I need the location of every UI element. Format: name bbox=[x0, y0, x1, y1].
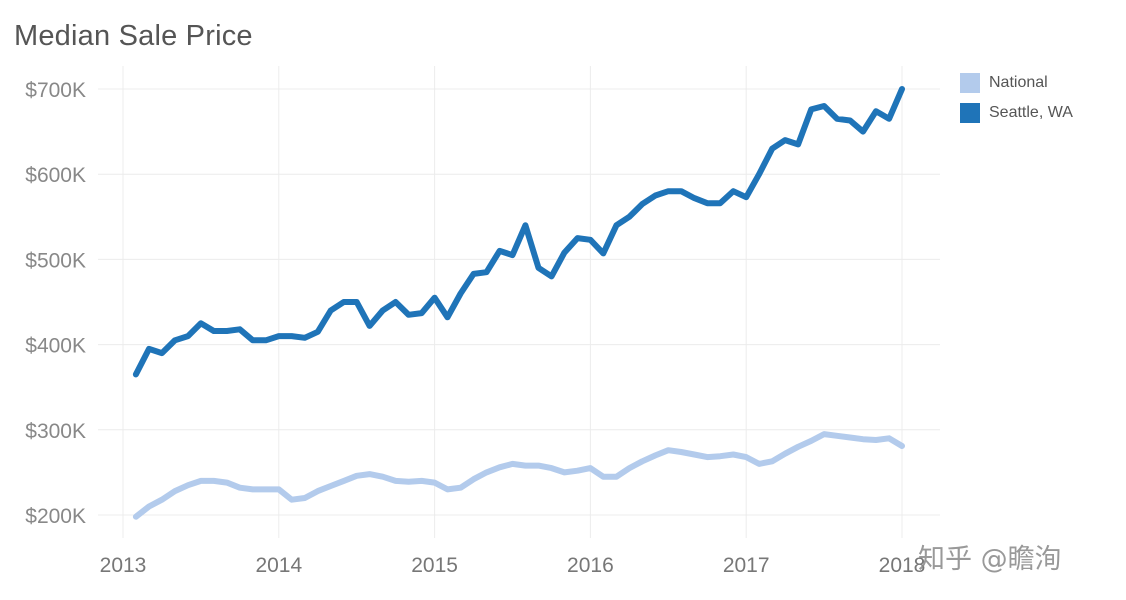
legend-item-seattle: Seattle, WA bbox=[960, 98, 1073, 128]
legend-item-national: National bbox=[960, 68, 1073, 98]
y-tick-label: $400K bbox=[25, 335, 86, 358]
axis-tick-labels: $200K $300K $400K $500K $600K $700K 2013 2014 20… bbox=[25, 79, 925, 577]
x-tick-label: 2013 bbox=[100, 554, 147, 577]
legend-label-seattle: Seattle, WA bbox=[989, 104, 1073, 121]
watermark-text: 知乎 @瞻洵 bbox=[918, 544, 1062, 575]
x-tick-label: 2015 bbox=[411, 554, 458, 577]
legend-label-national: National bbox=[989, 74, 1048, 91]
x-tick-label: 2017 bbox=[723, 554, 770, 577]
legend-swatch-national bbox=[960, 73, 980, 93]
series-lines bbox=[132, 86, 905, 520]
x-tick-label: 2018 bbox=[879, 554, 926, 577]
chart-title: Median Sale Price bbox=[14, 20, 253, 52]
y-tick-label: $300K bbox=[25, 420, 86, 443]
y-tick-label: $500K bbox=[25, 249, 86, 272]
x-tick-label: 2014 bbox=[255, 554, 302, 577]
y-tick-label: $700K bbox=[25, 79, 86, 102]
legend: National Seattle, WA bbox=[960, 68, 1073, 128]
x-tick-label: 2016 bbox=[567, 554, 614, 577]
series-line-national bbox=[132, 431, 905, 520]
y-tick-label: $200K bbox=[25, 505, 86, 528]
series-line-seattle bbox=[132, 86, 905, 378]
legend-swatch-seattle bbox=[960, 103, 980, 123]
y-tick-label: $600K bbox=[25, 164, 86, 187]
